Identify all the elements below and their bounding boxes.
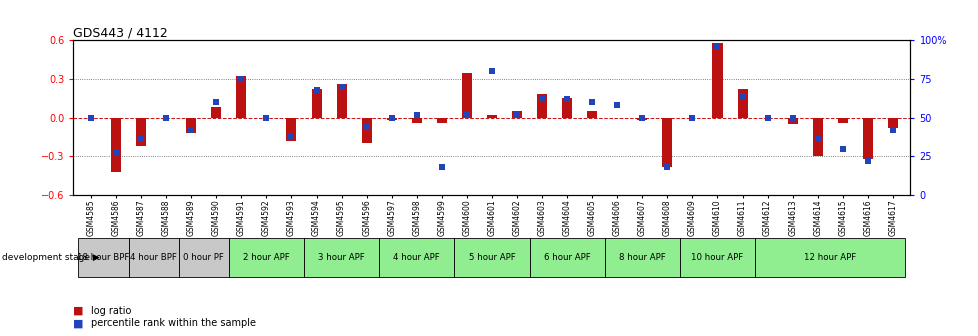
- Point: [158, 115, 174, 120]
- Bar: [736, 89, 747, 118]
- Point: [734, 93, 749, 99]
- Bar: [186, 118, 196, 133]
- Bar: [604, 238, 679, 277]
- Text: 0 hour PF: 0 hour PF: [183, 253, 224, 262]
- Point: [483, 69, 499, 74]
- Point: [308, 87, 324, 92]
- Point: [409, 112, 424, 117]
- Text: 4 hour BPF: 4 hour BPF: [130, 253, 177, 262]
- Point: [809, 136, 824, 142]
- Bar: [287, 118, 296, 141]
- Point: [208, 99, 224, 105]
- Point: [284, 133, 299, 139]
- Bar: [111, 118, 121, 172]
- Bar: [462, 73, 471, 118]
- Bar: [336, 84, 346, 118]
- Point: [333, 84, 349, 89]
- Bar: [887, 118, 897, 128]
- Bar: [486, 115, 497, 118]
- Bar: [311, 89, 321, 118]
- Text: 3 hour APF: 3 hour APF: [318, 253, 365, 262]
- Text: log ratio: log ratio: [91, 306, 131, 316]
- Text: 12 hour APF: 12 hour APF: [803, 253, 856, 262]
- Bar: [537, 94, 547, 118]
- Bar: [812, 118, 822, 156]
- Text: 10 hour APF: 10 hour APF: [690, 253, 743, 262]
- Bar: [412, 118, 422, 123]
- Bar: [136, 118, 146, 146]
- Text: 18 hour BPF: 18 hour BPF: [77, 253, 129, 262]
- Point: [383, 115, 399, 120]
- Point: [659, 164, 675, 170]
- Bar: [561, 98, 571, 118]
- Bar: [304, 238, 378, 277]
- Point: [884, 127, 900, 133]
- Point: [433, 164, 449, 170]
- Text: 6 hour APF: 6 hour APF: [543, 253, 590, 262]
- Text: GDS443 / 4112: GDS443 / 4112: [73, 26, 168, 39]
- Text: 5 hour APF: 5 hour APF: [468, 253, 514, 262]
- Point: [634, 115, 649, 120]
- Bar: [128, 238, 179, 277]
- Bar: [454, 238, 529, 277]
- Point: [359, 124, 375, 130]
- Bar: [386, 118, 396, 120]
- Bar: [211, 107, 221, 118]
- Bar: [179, 238, 229, 277]
- Bar: [662, 118, 672, 167]
- Point: [258, 115, 274, 120]
- Bar: [587, 111, 597, 118]
- Text: percentile rank within the sample: percentile rank within the sample: [91, 318, 256, 328]
- Bar: [837, 118, 847, 123]
- Bar: [361, 118, 372, 143]
- Point: [608, 102, 624, 108]
- Bar: [529, 238, 604, 277]
- Bar: [229, 238, 304, 277]
- Bar: [712, 43, 722, 118]
- Text: ■: ■: [73, 306, 84, 316]
- Bar: [378, 238, 454, 277]
- Bar: [679, 238, 754, 277]
- Bar: [754, 238, 905, 277]
- Point: [709, 44, 725, 49]
- Point: [509, 112, 524, 117]
- Point: [133, 136, 149, 142]
- Point: [834, 146, 850, 151]
- Bar: [78, 238, 128, 277]
- Point: [558, 96, 574, 102]
- Point: [684, 115, 699, 120]
- Bar: [862, 118, 872, 159]
- Text: 2 hour APF: 2 hour APF: [243, 253, 289, 262]
- Point: [784, 115, 800, 120]
- Bar: [236, 76, 246, 118]
- Point: [83, 115, 99, 120]
- Point: [459, 112, 474, 117]
- Point: [183, 127, 199, 133]
- Point: [859, 158, 874, 164]
- Point: [109, 149, 124, 154]
- Text: development stage ▶: development stage ▶: [2, 253, 100, 261]
- Text: ■: ■: [73, 318, 84, 328]
- Bar: [787, 118, 797, 124]
- Bar: [511, 111, 521, 118]
- Point: [234, 76, 249, 82]
- Text: 8 hour APF: 8 hour APF: [618, 253, 665, 262]
- Point: [759, 115, 775, 120]
- Bar: [436, 118, 446, 123]
- Text: 4 hour APF: 4 hour APF: [393, 253, 440, 262]
- Bar: [637, 118, 646, 120]
- Point: [534, 96, 550, 102]
- Point: [584, 99, 600, 105]
